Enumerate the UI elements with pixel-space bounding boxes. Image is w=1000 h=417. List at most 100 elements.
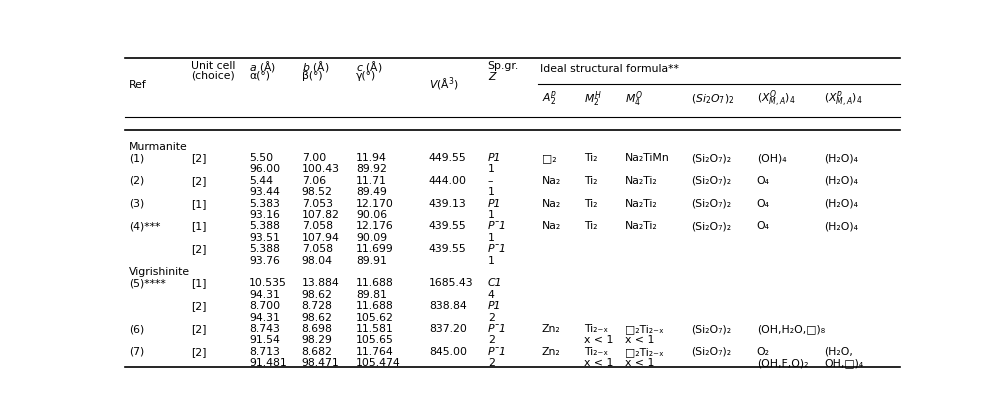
Text: 98.29: 98.29 xyxy=(302,335,333,345)
Text: Na₂Ti₂: Na₂Ti₂ xyxy=(625,176,658,186)
Text: 8.743: 8.743 xyxy=(249,324,280,334)
Text: $b$ (Å): $b$ (Å) xyxy=(302,59,329,73)
Text: $M_2^H$: $M_2^H$ xyxy=(584,89,601,109)
Text: (H₂O,: (H₂O, xyxy=(824,347,853,357)
Text: Na₂Ti₂: Na₂Ti₂ xyxy=(625,221,658,231)
Text: $Z$: $Z$ xyxy=(488,70,498,82)
Text: 107.82: 107.82 xyxy=(302,210,340,220)
Text: 7.058: 7.058 xyxy=(302,244,333,254)
Text: 1: 1 xyxy=(488,256,495,266)
Text: Ti₂: Ti₂ xyxy=(584,176,597,186)
Text: 13.884: 13.884 xyxy=(302,279,339,289)
Text: 93.76: 93.76 xyxy=(249,256,280,266)
Text: $a$ (Å): $a$ (Å) xyxy=(249,59,276,73)
Text: (1): (1) xyxy=(129,153,144,163)
Text: (H₂O)₄: (H₂O)₄ xyxy=(824,153,858,163)
Text: Zn₂: Zn₂ xyxy=(542,324,561,334)
Text: (Si₂O₇)₂: (Si₂O₇)₂ xyxy=(691,153,731,163)
Text: (4)***: (4)*** xyxy=(129,221,160,231)
Text: $(Si_2O_7)_2$: $(Si_2O_7)_2$ xyxy=(691,92,734,106)
Text: 5.388: 5.388 xyxy=(249,221,280,231)
Text: 90.06: 90.06 xyxy=(356,210,387,220)
Text: x < 1: x < 1 xyxy=(625,335,654,345)
Text: O₄: O₄ xyxy=(757,221,770,231)
Text: P¯1: P¯1 xyxy=(488,347,507,357)
Text: 5.44: 5.44 xyxy=(249,176,273,186)
Text: 93.44: 93.44 xyxy=(249,187,280,197)
Text: 7.06: 7.06 xyxy=(302,176,326,186)
Text: OH,□)₄: OH,□)₄ xyxy=(824,358,863,368)
Text: 12.170: 12.170 xyxy=(356,198,394,208)
Text: [1]: [1] xyxy=(191,221,206,231)
Text: (choice): (choice) xyxy=(191,71,235,81)
Text: Zn₂: Zn₂ xyxy=(542,347,561,357)
Text: 8.682: 8.682 xyxy=(302,347,333,357)
Text: 1685.43: 1685.43 xyxy=(429,279,473,289)
Text: Na₂Ti₂: Na₂Ti₂ xyxy=(625,198,658,208)
Text: 96.00: 96.00 xyxy=(249,164,280,174)
Text: 439.55: 439.55 xyxy=(429,244,467,254)
Text: 449.55: 449.55 xyxy=(429,153,467,163)
Text: [2]: [2] xyxy=(191,324,206,334)
Text: 444.00: 444.00 xyxy=(429,176,467,186)
Text: Na₂: Na₂ xyxy=(542,176,561,186)
Text: □₂: □₂ xyxy=(542,153,557,163)
Text: 98.471: 98.471 xyxy=(302,358,339,368)
Text: Ref: Ref xyxy=(129,80,147,90)
Text: Ti₂: Ti₂ xyxy=(584,153,597,163)
Text: 11.94: 11.94 xyxy=(356,153,387,163)
Text: P1: P1 xyxy=(488,198,501,208)
Text: 93.16: 93.16 xyxy=(249,210,280,220)
Text: 107.94: 107.94 xyxy=(302,233,340,243)
Text: 89.81: 89.81 xyxy=(356,290,387,300)
Text: 11.688: 11.688 xyxy=(356,301,394,311)
Text: (Si₂O₇)₂: (Si₂O₇)₂ xyxy=(691,198,731,208)
Text: (H₂O)₄: (H₂O)₄ xyxy=(824,176,858,186)
Text: 11.71: 11.71 xyxy=(356,176,387,186)
Text: □₂Ti₂₋ₓ: □₂Ti₂₋ₓ xyxy=(625,347,664,357)
Text: (6): (6) xyxy=(129,324,144,334)
Text: (H₂O)₄: (H₂O)₄ xyxy=(824,198,858,208)
Text: $(X_{M,A}^p)_4$: $(X_{M,A}^p)_4$ xyxy=(824,89,862,109)
Text: 7.053: 7.053 xyxy=(302,198,333,208)
Text: (Si₂O₇)₂: (Si₂O₇)₂ xyxy=(691,176,731,186)
Text: $(X_{M,A}^O)_4$: $(X_{M,A}^O)_4$ xyxy=(757,88,795,109)
Text: 5.388: 5.388 xyxy=(249,244,280,254)
Text: 91.54: 91.54 xyxy=(249,335,280,345)
Text: Ti₂: Ti₂ xyxy=(584,221,597,231)
Text: 11.764: 11.764 xyxy=(356,347,394,357)
Text: [2]: [2] xyxy=(191,244,206,254)
Text: Unit cell: Unit cell xyxy=(191,61,235,71)
Text: x < 1: x < 1 xyxy=(584,335,613,345)
Text: 845.00: 845.00 xyxy=(429,347,467,357)
Text: 11.581: 11.581 xyxy=(356,324,394,334)
Text: O₄: O₄ xyxy=(757,198,770,208)
Text: 5.383: 5.383 xyxy=(249,198,280,208)
Text: Sp.gr.: Sp.gr. xyxy=(488,61,519,71)
Text: P¯1: P¯1 xyxy=(488,324,507,334)
Text: 1: 1 xyxy=(488,187,495,197)
Text: Vigrishinite: Vigrishinite xyxy=(129,267,190,277)
Text: □₂Ti₂₋ₓ: □₂Ti₂₋ₓ xyxy=(625,324,664,334)
Text: 105.474: 105.474 xyxy=(356,358,401,368)
Text: Na₂: Na₂ xyxy=(542,198,561,208)
Text: 93.51: 93.51 xyxy=(249,233,280,243)
Text: 439.55: 439.55 xyxy=(429,221,467,231)
Text: x < 1: x < 1 xyxy=(584,358,613,368)
Text: 2: 2 xyxy=(488,335,495,345)
Text: 5.50: 5.50 xyxy=(249,153,273,163)
Text: 11.688: 11.688 xyxy=(356,279,394,289)
Text: (OH,H₂O,□)₈: (OH,H₂O,□)₈ xyxy=(757,324,825,334)
Text: 7.058: 7.058 xyxy=(302,221,333,231)
Text: [1]: [1] xyxy=(191,198,206,208)
Text: 94.31: 94.31 xyxy=(249,313,280,323)
Text: $A_2^p$: $A_2^p$ xyxy=(542,90,557,108)
Text: (3): (3) xyxy=(129,198,144,208)
Text: 12.176: 12.176 xyxy=(356,221,394,231)
Text: α(°): α(°) xyxy=(249,71,270,81)
Text: 90.09: 90.09 xyxy=(356,233,387,243)
Text: β(°): β(°) xyxy=(302,71,322,81)
Text: [1]: [1] xyxy=(191,279,206,289)
Text: 89.49: 89.49 xyxy=(356,187,387,197)
Text: 439.13: 439.13 xyxy=(429,198,467,208)
